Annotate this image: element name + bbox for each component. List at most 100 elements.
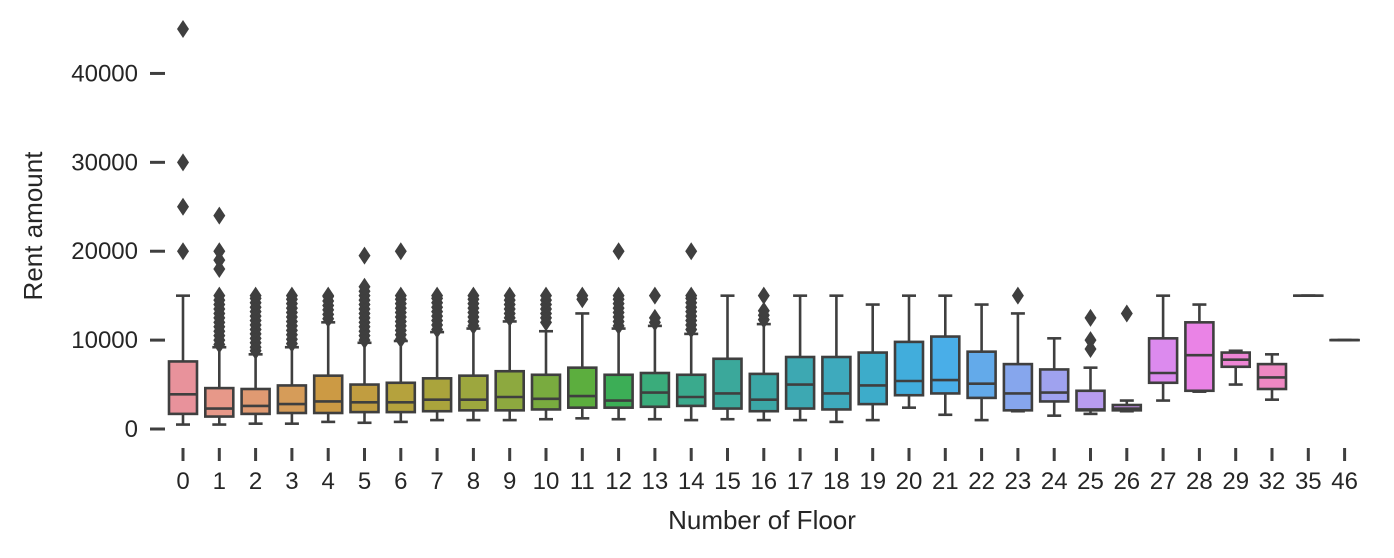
- box-15: [712, 294, 743, 421]
- x-tick-label: 32: [1259, 468, 1286, 495]
- box-16: [748, 286, 780, 422]
- x-tick-label: 18: [823, 468, 850, 495]
- iqr-box: [603, 373, 634, 409]
- box-24: [1038, 337, 1070, 417]
- outlier-point: [540, 286, 552, 305]
- box-10: [530, 286, 562, 421]
- box-23: [1002, 286, 1034, 413]
- iqr-box: [712, 357, 743, 410]
- iqr-box: [784, 355, 816, 410]
- outlier-point: [1011, 286, 1024, 305]
- box-7: [421, 286, 453, 422]
- box-6: [385, 242, 417, 424]
- x-tick-label: 20: [896, 468, 923, 495]
- y-tick-label: 40000: [71, 60, 138, 87]
- outlier-point: [213, 286, 226, 305]
- outlier-point: [576, 286, 589, 305]
- outlier-point: [394, 242, 407, 261]
- outlier-point: [358, 277, 371, 296]
- iqr-box: [857, 351, 889, 406]
- x-tick-label: 12: [605, 468, 632, 495]
- box-27: [1147, 294, 1179, 402]
- iqr-box: [675, 373, 707, 408]
- box-13: [639, 286, 671, 421]
- boxes: [167, 20, 1360, 426]
- iqr-box: [421, 377, 453, 413]
- x-tick-label: 22: [968, 468, 995, 495]
- box-9: [494, 286, 526, 422]
- iqr-box: [929, 335, 961, 395]
- x-tick-label: 11: [570, 468, 595, 495]
- x-tick-label: 15: [714, 468, 741, 495]
- outlier-point: [612, 286, 625, 305]
- x-tick-label: 19: [859, 468, 886, 495]
- x-tick-label: 16: [750, 468, 777, 495]
- outlier-point: [757, 301, 770, 320]
- iqr-box: [1147, 337, 1179, 385]
- outlier-point: [177, 242, 189, 261]
- y-axis-title: Rent amount: [18, 151, 48, 301]
- box-29: [1220, 349, 1251, 386]
- y-tick-label: 0: [125, 416, 138, 443]
- iqr-box: [349, 383, 380, 414]
- x-tick-label: 2: [249, 468, 262, 495]
- outlier-point: [213, 242, 226, 261]
- x-tick-label: 24: [1041, 468, 1068, 495]
- outlier-point: [249, 286, 262, 305]
- outlier-point: [1084, 308, 1097, 327]
- x-tick-label: 23: [1005, 468, 1032, 495]
- x-tick-label: 21: [932, 468, 959, 495]
- x-tick-label: 25: [1077, 468, 1104, 495]
- iqr-box: [893, 340, 925, 397]
- x-tick-label: 14: [678, 468, 705, 495]
- outlier-point: [1120, 304, 1133, 323]
- x-tick-label: 6: [394, 468, 407, 495]
- box-12: [603, 242, 634, 421]
- iqr-box: [494, 369, 526, 412]
- x-tick-label: 17: [787, 468, 814, 495]
- x-tick-label: 0: [176, 468, 189, 495]
- box-18: [821, 294, 852, 424]
- outlier-point: [213, 206, 226, 225]
- box-21: [929, 294, 961, 417]
- iqr-box: [385, 381, 417, 414]
- outlier-point: [177, 20, 189, 38]
- iqr-box: [276, 384, 308, 415]
- box-22: [966, 303, 997, 422]
- box-17: [784, 294, 816, 422]
- box-26: [1111, 304, 1143, 413]
- x-tick-label: 9: [503, 468, 516, 495]
- iqr-box: [748, 372, 780, 413]
- box-19: [857, 303, 889, 422]
- box-14: [675, 242, 707, 422]
- x-tick-label: 1: [213, 468, 226, 495]
- y-tick-label: 20000: [71, 238, 138, 265]
- x-tick-label: 8: [467, 468, 480, 495]
- box-4: [312, 286, 344, 424]
- x-tick-label: 4: [322, 468, 335, 495]
- outlier-point: [177, 153, 189, 172]
- outlier-point: [322, 286, 335, 305]
- outlier-point: [394, 286, 407, 305]
- outlier-point: [431, 286, 444, 305]
- iqr-box: [530, 373, 562, 411]
- outlier-point: [757, 286, 770, 305]
- x-tick-label: 26: [1113, 468, 1140, 495]
- x-tick-label: 10: [533, 468, 560, 495]
- outlier-point: [285, 286, 298, 305]
- outlier-point: [648, 308, 661, 327]
- x-tick-label: 5: [358, 468, 371, 495]
- iqr-box: [966, 350, 997, 400]
- x-tick-label: 3: [285, 468, 298, 495]
- y-tick-label: 10000: [71, 327, 138, 354]
- x-tick-label: 35: [1295, 468, 1322, 495]
- iqr-box: [240, 387, 271, 416]
- outlier-point: [648, 286, 661, 305]
- iqr-box: [566, 366, 598, 409]
- outlier-point: [685, 242, 698, 261]
- outlier-point: [685, 286, 698, 305]
- box-20: [893, 294, 925, 409]
- iqr-box: [204, 386, 235, 418]
- x-tick-label: 7: [430, 468, 443, 495]
